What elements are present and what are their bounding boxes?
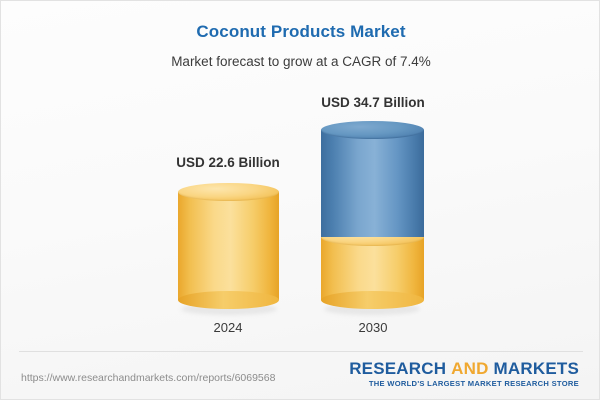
bar-segment-base-body-2030 (321, 237, 424, 300)
brand-word-markets: MARKETS (493, 359, 579, 378)
bar-top-cap-2024 (178, 183, 279, 201)
x-axis-label-2030: 2030 (358, 320, 388, 335)
page-title: Coconut Products Market (196, 22, 406, 41)
bar-segment-base-2030 (321, 228, 424, 309)
bar-value-label-2024: USD 22.6 Billion (176, 155, 280, 170)
bar-2024[interactable] (178, 183, 279, 309)
brand-logo[interactable]: RESEARCH AND MARKETS THE WORLD'S LARGEST… (349, 359, 579, 389)
bar-top-cap-2030 (321, 121, 424, 139)
footer-divider (19, 351, 583, 352)
chart-plot-area: USD 22.6 Billion 2024 USD 34.7 Billion (1, 81, 599, 341)
bar-bottom-cap-2024 (178, 291, 279, 309)
brand-word-research: RESEARCH (349, 359, 447, 378)
x-axis-label-2024: 2024 (213, 320, 243, 335)
bar-segment-growth-2030 (321, 121, 424, 237)
brand-word-and: AND (451, 359, 489, 378)
chart-subtitle: Market forecast to grow at a CAGR of 7.4… (171, 54, 431, 69)
bar-value-label-2030: USD 34.7 Billion (321, 95, 425, 110)
bar-segment-base-body-2024 (178, 192, 279, 300)
bar-bottom-cap-2030 (321, 291, 424, 309)
brand-tagline: THE WORLD'S LARGEST MARKET RESEARCH STOR… (368, 379, 579, 388)
source-url-link[interactable]: https://www.researchandmarkets.com/repor… (21, 372, 276, 384)
bar-segment-base-2024 (178, 183, 279, 309)
bar-2030[interactable] (321, 121, 424, 309)
brand-wordmark: RESEARCH AND MARKETS (349, 359, 579, 378)
bar-segment-growth-body-2030 (321, 130, 424, 237)
